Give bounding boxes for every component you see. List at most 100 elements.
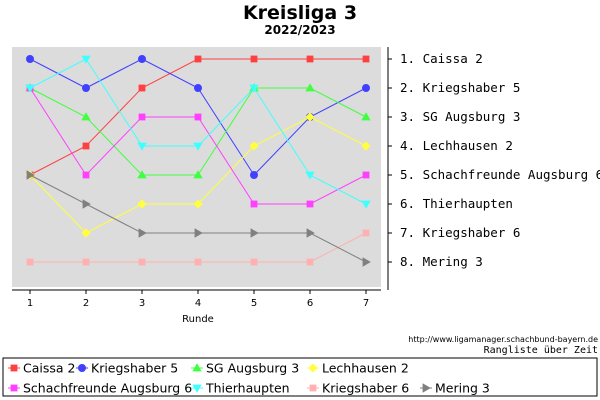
data-point: [249, 170, 258, 179]
x-tick-label: 6: [307, 298, 313, 309]
data-point: [306, 55, 314, 63]
data-point: [306, 200, 314, 208]
rank-label: 8. Mering 3: [400, 254, 483, 269]
data-point: [249, 84, 259, 93]
data-point: [137, 142, 147, 151]
rank-label: 3. SG Augsburg 3: [400, 109, 520, 124]
legend-marker: [10, 364, 18, 372]
data-point: [82, 84, 91, 93]
data-point: [194, 55, 202, 63]
data-point: [81, 112, 91, 121]
legend-label: Caissa 2: [23, 361, 75, 376]
legend-label: Kriegshaber 5: [91, 361, 178, 376]
legend-item-sg-augsburg-3: SG Augsburg 3: [191, 361, 299, 376]
data-point: [194, 258, 202, 266]
legend-item-thierhaupten: Thierhaupten: [191, 381, 290, 396]
data-point: [306, 228, 315, 238]
plot-area: [12, 47, 381, 287]
data-point: [25, 55, 34, 64]
data-point: [26, 258, 34, 266]
data-point: [81, 55, 91, 64]
data-point: [305, 83, 315, 92]
legend-marker: [192, 384, 202, 393]
legend-marker: [78, 363, 87, 372]
data-point: [193, 170, 203, 179]
rank-label: 2. Kriegshaber 5: [400, 80, 520, 95]
data-point: [82, 199, 91, 209]
data-point: [138, 84, 146, 92]
x-tick-label: 4: [195, 298, 201, 309]
data-point: [26, 170, 35, 180]
series-thierhaupten: [25, 55, 371, 209]
legend-label: Lechhausen 2: [322, 361, 409, 376]
data-point: [361, 112, 371, 121]
legend-label: Kriegshaber 6: [322, 381, 409, 396]
data-point: [82, 171, 90, 179]
data-point: [138, 228, 147, 238]
legend-box: [2, 357, 598, 397]
series-lines: [25, 55, 371, 267]
legend-item-mering-3: Mering 3: [420, 381, 490, 396]
x-tick-label: 5: [251, 298, 257, 309]
legend-label: SG Augsburg 3: [206, 361, 299, 376]
legend: Caissa 2 Kriegshaber 5 SG Augsburg 3 Lechha…: [8, 361, 490, 396]
series-mering-3: [26, 170, 371, 267]
legend-item-kriegshaber-5: Kriegshaber 5: [76, 361, 178, 376]
x-axis-label: Runde: [182, 314, 214, 325]
x-tick-label: 7: [363, 298, 369, 309]
legend-marker: [10, 384, 18, 392]
data-point: [305, 171, 315, 180]
rank-label: 6. Thierhaupten: [400, 196, 513, 211]
data-point: [250, 200, 258, 208]
data-point: [137, 55, 146, 64]
chart-subtitle: 2022/2023: [264, 23, 335, 37]
legend-label: Mering 3: [435, 381, 490, 396]
rank-label: 7. Kriegshaber 6: [400, 225, 520, 240]
chart-footer-note: Rangliste über Zeit: [484, 345, 598, 356]
legend-marker: [422, 383, 431, 393]
data-point: [25, 84, 35, 93]
data-point: [193, 142, 203, 151]
x-tick-label: 2: [83, 298, 89, 309]
data-point: [193, 84, 202, 93]
data-point: [194, 228, 203, 238]
x-tick-label: 3: [139, 298, 145, 309]
data-point: [249, 141, 259, 151]
legend-item-schachfreunde-augsburg-6: Schachfreunde Augsburg 6: [8, 381, 192, 396]
data-point: [250, 55, 258, 63]
legend-item-lechhausen-2: Lechhausen 2: [307, 361, 409, 376]
data-point: [138, 258, 146, 266]
data-point: [137, 170, 147, 179]
data-point: [194, 113, 202, 121]
data-point: [82, 258, 90, 266]
x-tick-label: 1: [27, 298, 33, 309]
data-point: [362, 229, 370, 237]
data-point: [250, 228, 259, 238]
data-point: [306, 258, 314, 266]
data-point: [250, 258, 258, 266]
rank-label: 5. Schachfreunde Augsburg 6: [400, 167, 600, 182]
data-point: [362, 171, 370, 179]
data-point: [138, 113, 146, 121]
legend-marker: [308, 363, 318, 373]
x-ticks: 1 2 3 4 5 6 7: [27, 290, 369, 309]
data-point: [361, 200, 371, 209]
legend-marker: [192, 363, 202, 372]
rank-labels: 1. Caissa 2 2. Kriegshaber 5 3. SG Augsbur…: [388, 51, 600, 269]
data-point: [193, 199, 203, 209]
source-url: http://www.ligamanager.schachbund-bayern…: [408, 335, 598, 344]
legend-item-caissa-2: Caissa 2: [8, 361, 75, 376]
data-point: [362, 55, 370, 63]
data-point: [81, 228, 91, 238]
data-point: [82, 142, 90, 150]
data-point: [362, 257, 371, 267]
rank-label: 4. Lechhausen 2: [400, 138, 513, 153]
legend-item-kriegshaber-6: Kriegshaber 6: [307, 381, 409, 396]
data-point: [361, 141, 371, 151]
data-point: [137, 199, 147, 209]
data-point: [305, 112, 315, 122]
legend-label: Thierhaupten: [205, 381, 290, 396]
series-kriegshaber-6: [26, 229, 370, 266]
chart-title: Kreisliga 3: [243, 2, 357, 24]
